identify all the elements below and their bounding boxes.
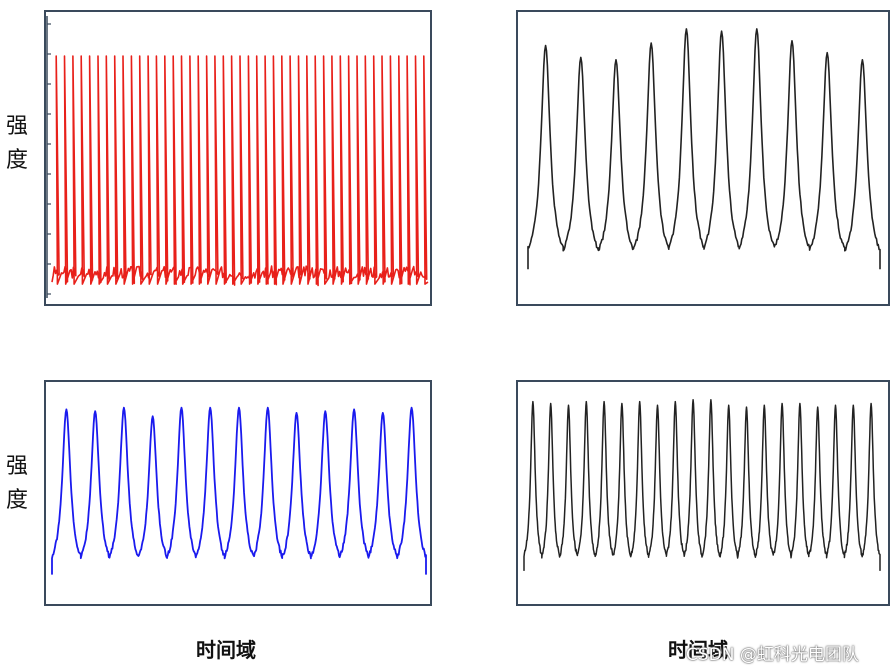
- pulse-chart-black-top: [527, 28, 881, 270]
- chart-panel-top-right: [516, 10, 890, 306]
- chart-panel-bottom-right: [516, 380, 890, 606]
- y-axis-label-char: 度: [5, 488, 28, 513]
- y-axis-label-char: 强: [5, 454, 28, 479]
- pulse-chart-blue: [51, 406, 427, 575]
- x-axis-label-left: 时间域: [196, 638, 256, 662]
- watermark: CSDN @虹科光电团队: [686, 645, 859, 665]
- pulse-train-series: [51, 406, 427, 575]
- y-axis-label-char: 度: [5, 148, 28, 173]
- pulse-train-series: [51, 55, 429, 287]
- y-axis-label-top: 强 度: [2, 110, 32, 178]
- chart-panel-top-left: [44, 10, 432, 306]
- y-axis-label-char: 强: [5, 114, 28, 139]
- pulse-train-series: [527, 28, 881, 270]
- chart-panel-bottom-left: [44, 380, 432, 606]
- pulse-train-series: [523, 399, 881, 571]
- x-axis-label-right: 时间域: [668, 638, 728, 662]
- pulse-chart-black-bottom: [523, 399, 881, 571]
- y-axis-label-bottom: 强 度: [2, 450, 32, 518]
- pulse-chart-red: [46, 16, 429, 298]
